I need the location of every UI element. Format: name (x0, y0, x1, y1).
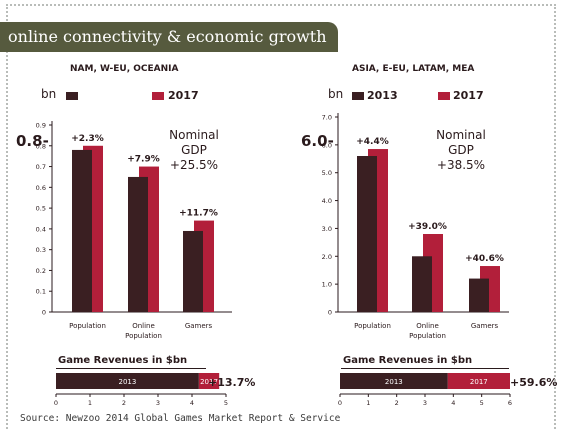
left-legend-swatch-2013 (66, 92, 78, 100)
right-legend-swatch-2013 (352, 92, 364, 100)
left-unit-label: bn (41, 87, 57, 101)
right-category-label: Online (416, 322, 439, 330)
right-revenue-tick-label: 6 (508, 399, 512, 407)
right-y-tick-label: 6.0 (322, 141, 332, 149)
left-revenue-label-2017: 2017 (200, 378, 218, 386)
right-big-tick: 6.0- (301, 132, 334, 150)
left-legend-swatch-2017 (152, 92, 164, 100)
left-revenue-growth: +13.7% (208, 376, 256, 389)
left-revenue-tick-label: 5 (224, 399, 228, 407)
left-y-tick-label: 0.4 (36, 225, 46, 233)
left-y-tick-label: 0.7 (36, 163, 46, 171)
right-y-tick-label: 0 (328, 309, 332, 317)
right-y-tick-label: 7.0 (322, 114, 332, 122)
right-data-label: +4.4% (356, 137, 389, 147)
left-revenue-rule (56, 368, 206, 369)
left-y-tick-label: 0.8 (36, 142, 46, 150)
left-category-label: Population (125, 332, 162, 340)
banner-title: online connectivity & economic growth (8, 27, 327, 46)
right-revenue-label-2013: 2013 (385, 378, 403, 386)
right-bar-2013 (469, 278, 489, 312)
title-banner: online connectivity & economic growth (0, 22, 338, 52)
right-legend-swatch-2017 (438, 92, 450, 100)
left-y-tick-label: 0 (42, 309, 46, 317)
left-category-label: Gamers (185, 322, 213, 330)
right-y-tick-label: 5.0 (322, 169, 332, 177)
left-revenue-bar: 2013 2017 0 1 2 3 4 5 (54, 373, 228, 407)
right-y-tick-label: 4.0 (322, 197, 332, 205)
left-panel-title: NAM, W-EU, OCEANIA (70, 64, 179, 74)
right-revenue-tick-label: 3 (423, 399, 427, 407)
left-data-label: +7.9% (127, 155, 160, 165)
right-unit-label: bn (328, 87, 344, 101)
right-bar-2013 (412, 256, 432, 312)
right-revenue-bar-2013 (340, 373, 448, 389)
right-revenue-tick-label: 2 (395, 399, 399, 407)
left-gdp-line2: GDP (181, 143, 207, 157)
left-revenue-tick-label: 4 (190, 399, 194, 407)
right-bar-2013 (357, 156, 377, 312)
left-y-tick-label: 0.6 (36, 184, 46, 192)
left-revenue-bar-2017 (198, 373, 220, 389)
right-revenue-title: Game Revenues in $bn (343, 355, 473, 366)
left-data-label: +11.7% (179, 209, 218, 219)
left-bar-chart: 0 0.1 0.2 0.3 0.4 0.5 0.6 0.7 0.8 0.9 +2.3% Populat… (36, 121, 232, 340)
left-y-tick-label: 0.9 (36, 122, 46, 130)
left-bar-2013 (72, 149, 92, 312)
right-legend-label-2017: 2017 (453, 89, 484, 102)
left-category-label: Online (132, 322, 155, 330)
source-note: Source: Newzoo 2014 Global Games Market … (20, 413, 341, 424)
left-revenue-title: Game Revenues in $bn (58, 355, 188, 366)
right-gdp-line1: Nominal (436, 128, 486, 142)
right-gdp-line2: GDP (448, 143, 474, 157)
left-bar-2013 (128, 176, 148, 312)
left-category-label: Population (69, 322, 106, 330)
left-y-tick-label: 0.1 (36, 288, 46, 296)
left-data-label: +2.3% (71, 134, 104, 144)
right-revenue-growth: +59.6% (510, 376, 558, 389)
frame-right-border (554, 4, 556, 429)
left-revenue-tick-label: 3 (156, 399, 160, 407)
right-revenue-tick-label: 1 (366, 399, 370, 407)
left-y-tick-label: 0.3 (36, 246, 46, 254)
right-gdp-value: +38.5% (436, 158, 486, 172)
frame-top-border (6, 4, 556, 6)
right-revenue-bar: 2013 2017 0 1 2 3 4 5 6 (338, 373, 512, 407)
frame-left-border (6, 4, 8, 429)
right-revenue-rule (341, 368, 509, 369)
right-y-tick-label: 2.0 (322, 253, 332, 261)
right-revenue-bar-2017 (447, 373, 510, 389)
right-category-label: Gamers (471, 322, 499, 330)
left-y-tick-label: 0.2 (36, 267, 46, 275)
right-y-tick-label: 3.0 (322, 225, 332, 233)
left-revenue-tick-label: 2 (122, 399, 126, 407)
right-data-label: +40.6% (465, 254, 504, 264)
right-legend-label-2013: 2013 (367, 89, 398, 102)
left-gdp-value: +25.5% (169, 158, 219, 172)
right-category-label: Population (354, 322, 391, 330)
right-gdp-annotation: Nominal GDP +38.5% (429, 128, 493, 173)
right-data-label: +39.0% (408, 222, 447, 232)
left-gdp-annotation: Nominal GDP +25.5% (162, 128, 226, 173)
right-panel-title: ASIA, E-EU, LATAM, MEA (352, 64, 475, 74)
right-revenue-tick-label: 5 (480, 399, 484, 407)
right-revenue-tick-label: 0 (338, 399, 342, 407)
left-big-tick: 0.8- (16, 132, 49, 150)
left-revenue-bar-2013 (56, 373, 199, 389)
left-revenue-tick-label: 0 (54, 399, 58, 407)
right-revenue-tick-label: 4 (451, 399, 455, 407)
left-legend-label-2017: 2017 (168, 89, 199, 102)
left-bar-2013 (183, 230, 203, 312)
left-revenue-tick-label: 1 (88, 399, 92, 407)
left-revenue-label-2013: 2013 (118, 378, 136, 386)
right-bar-chart: 0 1.0 2.0 3.0 4.0 5.0 6.0 7.0 +4.4% Population +39… (322, 113, 509, 340)
left-y-tick-label: 0.5 (36, 205, 46, 213)
right-category-label: Population (409, 332, 446, 340)
right-revenue-label-2017: 2017 (470, 378, 488, 386)
right-y-tick-label: 1.0 (322, 281, 332, 289)
left-gdp-line1: Nominal (169, 128, 219, 142)
